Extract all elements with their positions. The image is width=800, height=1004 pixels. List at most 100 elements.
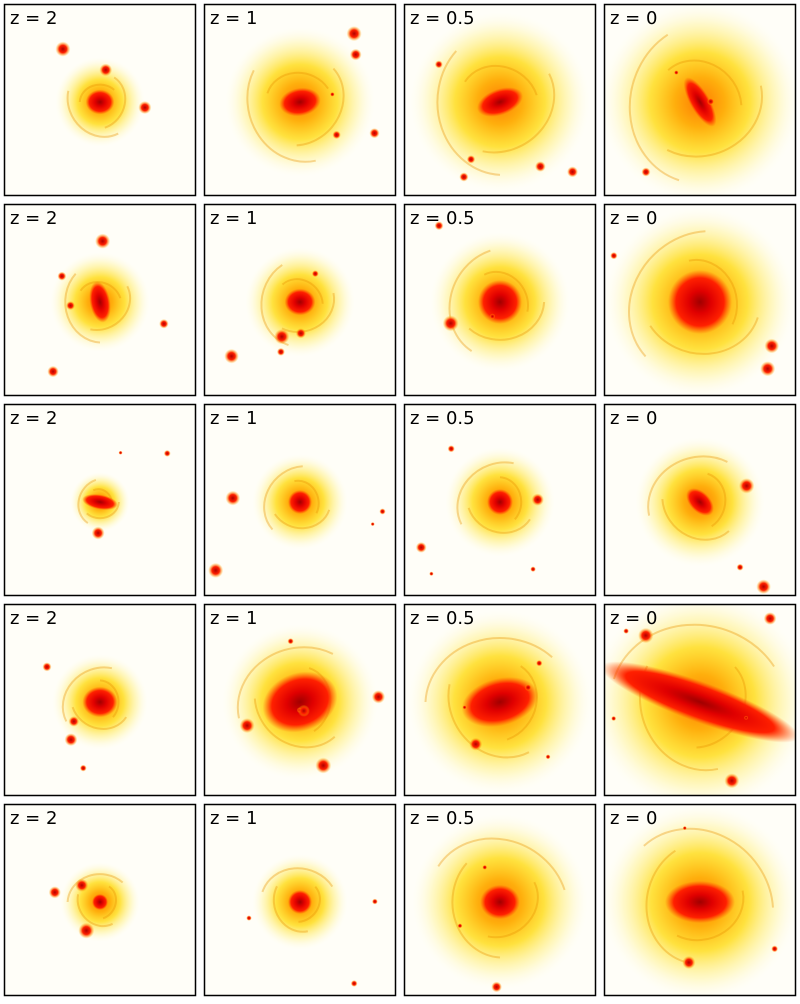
satellite [457,923,463,929]
spiral-arm [90,285,132,331]
satellite [350,980,358,987]
panel-frame [603,203,797,397]
panel: z = 2 [3,803,197,997]
satellite [524,684,532,691]
panel: z = 2 [3,403,197,597]
satellite [743,715,749,720]
galaxy-image [604,4,796,196]
satellite [297,704,310,717]
galaxy-core [461,676,539,728]
spiral-arm [464,65,538,96]
satellite [567,166,578,178]
satellite [225,490,241,506]
spiral-arm [647,455,728,516]
satellite [756,579,771,595]
satellite [442,315,459,332]
satellite [760,361,776,377]
satellite [315,757,332,774]
satellite [208,562,224,578]
panel: z = 0 [603,603,797,797]
spiral-arm [71,706,128,730]
satellite [65,301,76,311]
satellite [118,450,123,455]
panel: z = 2 [3,203,197,397]
panel-label: z = 1 [210,208,257,229]
galaxy-core [82,494,118,510]
spiral-arm [78,83,115,103]
galaxy-image [204,4,396,196]
panel-label: z = 0.5 [410,208,475,229]
spiral-arm [483,270,529,312]
spiral-arm [266,71,329,94]
satellite [610,252,618,260]
satellite [764,338,780,354]
galaxy-core [288,490,312,514]
galaxy-core [85,89,115,115]
panel-label: z = 2 [10,8,57,29]
panel-label: z = 2 [10,608,57,629]
galaxy-core [279,87,321,117]
spiral-arm [296,67,345,147]
satellite [469,737,483,751]
satellite [64,733,78,747]
spiral-arm [645,849,685,963]
satellite [79,764,87,772]
spiral-arm [424,637,553,703]
spiral-arm [467,507,531,534]
satellite [159,319,169,329]
spiral-arm [298,886,321,923]
satellite [274,329,290,345]
panel-label: z = 0 [610,608,657,629]
panel: z = 0.5 [403,803,597,997]
galaxy-core [487,489,513,515]
satellite [530,566,536,572]
spiral-arm [468,301,546,341]
panel-frame [403,403,597,597]
galaxy-core [604,661,796,743]
spiral-arm [456,461,514,525]
spiral-arm [272,885,309,933]
panel-frame [403,3,597,197]
galaxy-core [92,894,108,910]
galaxy-core [668,270,732,334]
satellite [163,449,171,457]
panel-label: z = 1 [210,608,257,629]
galaxy-image [204,804,396,996]
satellite [763,612,777,625]
panel-frame [603,403,797,597]
satellite [638,627,654,644]
satellite [623,628,629,634]
satellite [536,659,543,667]
panel-frame [603,803,797,997]
galaxy-core [478,280,522,324]
panel-label: z = 0 [610,208,657,229]
satellite [707,97,715,106]
galaxy-core [82,686,118,718]
panel-frame [203,3,397,197]
panel: z = 1 [203,803,397,997]
panel-frame [203,203,397,397]
satellite [429,571,434,576]
spiral-arm [61,666,113,722]
spiral-arm [666,85,763,158]
satellite [370,522,375,527]
galaxy-image [404,404,596,596]
satellite [379,508,386,515]
panel-label: z = 0.5 [410,408,475,429]
panel: z = 1 [203,203,397,397]
panel-label: z = 1 [210,408,257,429]
spiral-arm [612,623,775,680]
galaxy-image [204,604,396,796]
spiral-arm [66,90,119,138]
panel-frame [3,603,197,797]
galaxy-image [604,604,796,796]
satellite [771,945,779,953]
spiral-arm [499,476,523,520]
satellite [462,705,467,710]
satellite [346,26,362,42]
panel-frame [403,603,597,797]
satellite [535,161,546,172]
spiral-arm [643,827,774,908]
spiral-arm [281,292,336,333]
